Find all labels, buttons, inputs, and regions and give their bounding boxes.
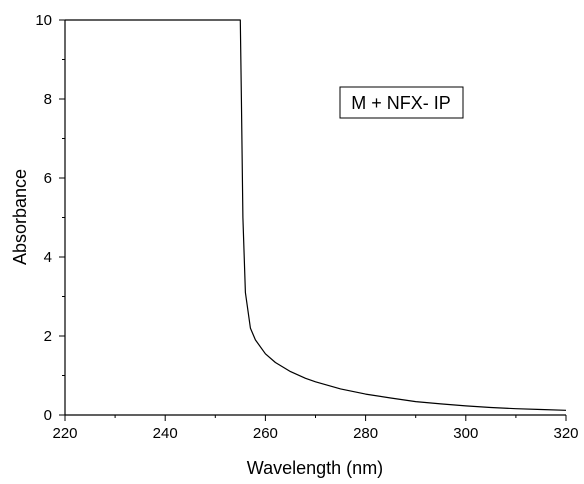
y-tick-label: 10 <box>35 12 52 29</box>
x-tick-label: 220 <box>52 425 77 442</box>
x-tick-label: 300 <box>453 425 478 442</box>
x-axis-title: Wavelength (nm) <box>247 458 383 478</box>
y-tick-label: 2 <box>44 328 52 345</box>
legend-box <box>339 86 464 119</box>
x-tick-label: 320 <box>553 425 578 442</box>
y-axis-title: Absorbance <box>10 169 30 265</box>
y-axis-ticks: 0 2 4 6 8 10 <box>35 12 65 424</box>
y-tick-label: 4 <box>44 249 52 266</box>
y-tick-label: 6 <box>44 170 52 187</box>
legend: M + NFX- IP <box>339 86 464 119</box>
y-tick-label: 8 <box>44 91 52 108</box>
x-tick-label: 240 <box>153 425 178 442</box>
series-line-0 <box>65 19 567 411</box>
legend-label: M + NFX- IP <box>351 93 451 113</box>
x-tick-label: 260 <box>253 425 278 442</box>
y-tick-label: 0 <box>44 407 52 424</box>
plot-area <box>64 19 567 416</box>
x-tick-label: 280 <box>353 425 378 442</box>
x-axis-ticks: 220 240 260 280 300 320 <box>52 415 579 442</box>
